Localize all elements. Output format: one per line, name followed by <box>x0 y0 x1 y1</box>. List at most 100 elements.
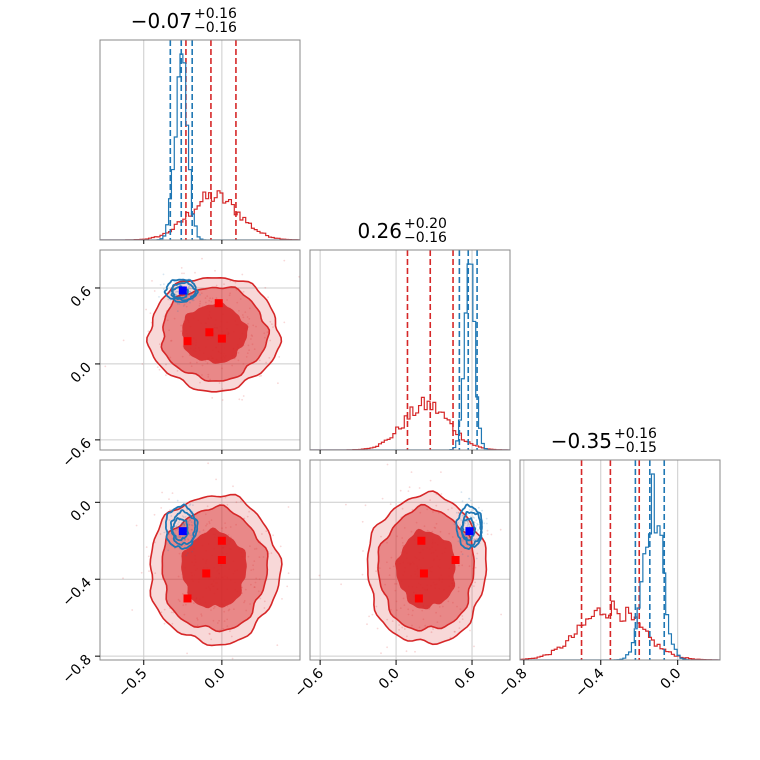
blue-sample-point <box>175 525 178 527</box>
red-sample-point <box>263 332 266 335</box>
red-sample-point <box>251 335 254 337</box>
red-sample-point <box>410 530 413 533</box>
blue-sample-point <box>468 497 471 500</box>
blue-sample-point <box>481 509 483 512</box>
red-sample-point <box>476 552 479 555</box>
blue-sample-point <box>179 280 182 282</box>
red-sample-point <box>361 520 364 523</box>
red-sample-point <box>235 501 238 504</box>
red-sample-point <box>407 608 410 611</box>
blue-sample-point <box>197 538 200 541</box>
red-sample-point <box>177 598 180 601</box>
blue-sample-point <box>158 296 160 298</box>
blue-sample-point <box>175 294 178 297</box>
red-marker <box>183 337 192 346</box>
red-sample-point <box>389 567 391 570</box>
blue-sample-point <box>164 543 167 545</box>
red-sample-point <box>224 496 227 499</box>
red-sample-point <box>386 463 389 466</box>
blue-sample-point <box>187 520 190 523</box>
blue-sample-point <box>190 514 193 517</box>
red-sample-point <box>245 356 248 358</box>
blue-sample-point <box>467 522 470 525</box>
blue-sample-point <box>453 523 456 526</box>
blue-contour-outer <box>455 503 483 550</box>
red-sample-point <box>227 534 230 536</box>
blue-sample-point <box>176 509 179 512</box>
red-sample-point <box>209 297 212 300</box>
red-sample-point <box>459 608 462 610</box>
red-sample-point <box>172 611 175 614</box>
blue-sample-point <box>472 516 474 519</box>
scatter-panel-1-0 <box>99 249 301 451</box>
blue-sample-point <box>181 524 184 527</box>
red-sample-point <box>287 572 290 575</box>
blue-sample-point <box>189 301 191 304</box>
red-sample-point <box>243 601 245 604</box>
red-sample-point <box>402 597 405 600</box>
red-sample-point <box>318 574 321 577</box>
blue-sample-point <box>464 522 467 525</box>
red-sample-point <box>375 605 378 608</box>
red-sample-point <box>244 588 247 591</box>
red-sample-point <box>473 585 475 587</box>
red-sample-point <box>241 273 244 276</box>
red-sample-point <box>212 619 215 622</box>
red-sample-point <box>436 621 439 624</box>
red-sample-point <box>158 343 161 346</box>
blue-sample-point <box>177 523 179 526</box>
blue-sample-point <box>181 280 184 283</box>
red-sample-point <box>248 349 251 352</box>
red-sample-point <box>411 614 414 617</box>
blue-sample-point <box>457 522 459 524</box>
red-sample-point <box>401 507 404 510</box>
blue-sample-point <box>184 516 187 518</box>
red-sample-point <box>451 536 454 538</box>
red-sample-point <box>500 613 502 616</box>
red-sample-point <box>253 548 256 550</box>
x-tick-label: 0.6 <box>452 665 479 692</box>
red-sample-point <box>422 618 425 621</box>
blue-sample-point <box>162 273 165 276</box>
blue-sample-point <box>198 531 201 533</box>
red-sample-point <box>475 525 477 527</box>
red-sample-point <box>196 617 199 620</box>
blue-sample-point <box>462 540 464 542</box>
red-sample-point <box>160 611 163 614</box>
red-sample-point <box>190 365 193 368</box>
red-sample-point <box>168 498 170 500</box>
blue-sample-point <box>174 291 177 293</box>
red-sample-point <box>228 294 231 297</box>
red-sample-point <box>406 635 408 638</box>
red-sample-point <box>394 589 397 592</box>
red-sample-point <box>447 508 450 511</box>
red-sample-point <box>189 361 192 364</box>
red-sample-point <box>411 624 413 627</box>
panel-frame <box>99 249 301 451</box>
red-sample-point <box>403 527 406 529</box>
red-sample-point <box>221 527 223 530</box>
blue-sample-point <box>460 519 463 522</box>
red-sample-point <box>272 534 274 537</box>
red-sample-point <box>210 519 213 521</box>
red-sample-point <box>452 601 454 604</box>
red-sample-point <box>257 590 260 593</box>
red-sample-point <box>238 398 241 401</box>
red-contour-inner <box>395 528 456 610</box>
blue-sample-point <box>462 515 465 517</box>
red-sample-point <box>380 652 382 655</box>
red-sample-point <box>183 613 186 616</box>
red-sample-point <box>183 524 186 527</box>
red-sample-point <box>202 529 205 532</box>
blue-sample-point <box>176 310 179 313</box>
red-sample-point <box>170 339 173 342</box>
red-sample-point <box>167 298 170 301</box>
red-contour-inner <box>182 301 249 364</box>
red-sample-point <box>209 633 211 635</box>
red-sample-point <box>229 526 232 528</box>
red-sample-point <box>386 618 389 621</box>
red-sample-point <box>474 566 477 569</box>
blue-contour-outer <box>164 503 199 550</box>
red-sample-point <box>147 330 150 333</box>
blue-sample-point <box>188 287 191 290</box>
